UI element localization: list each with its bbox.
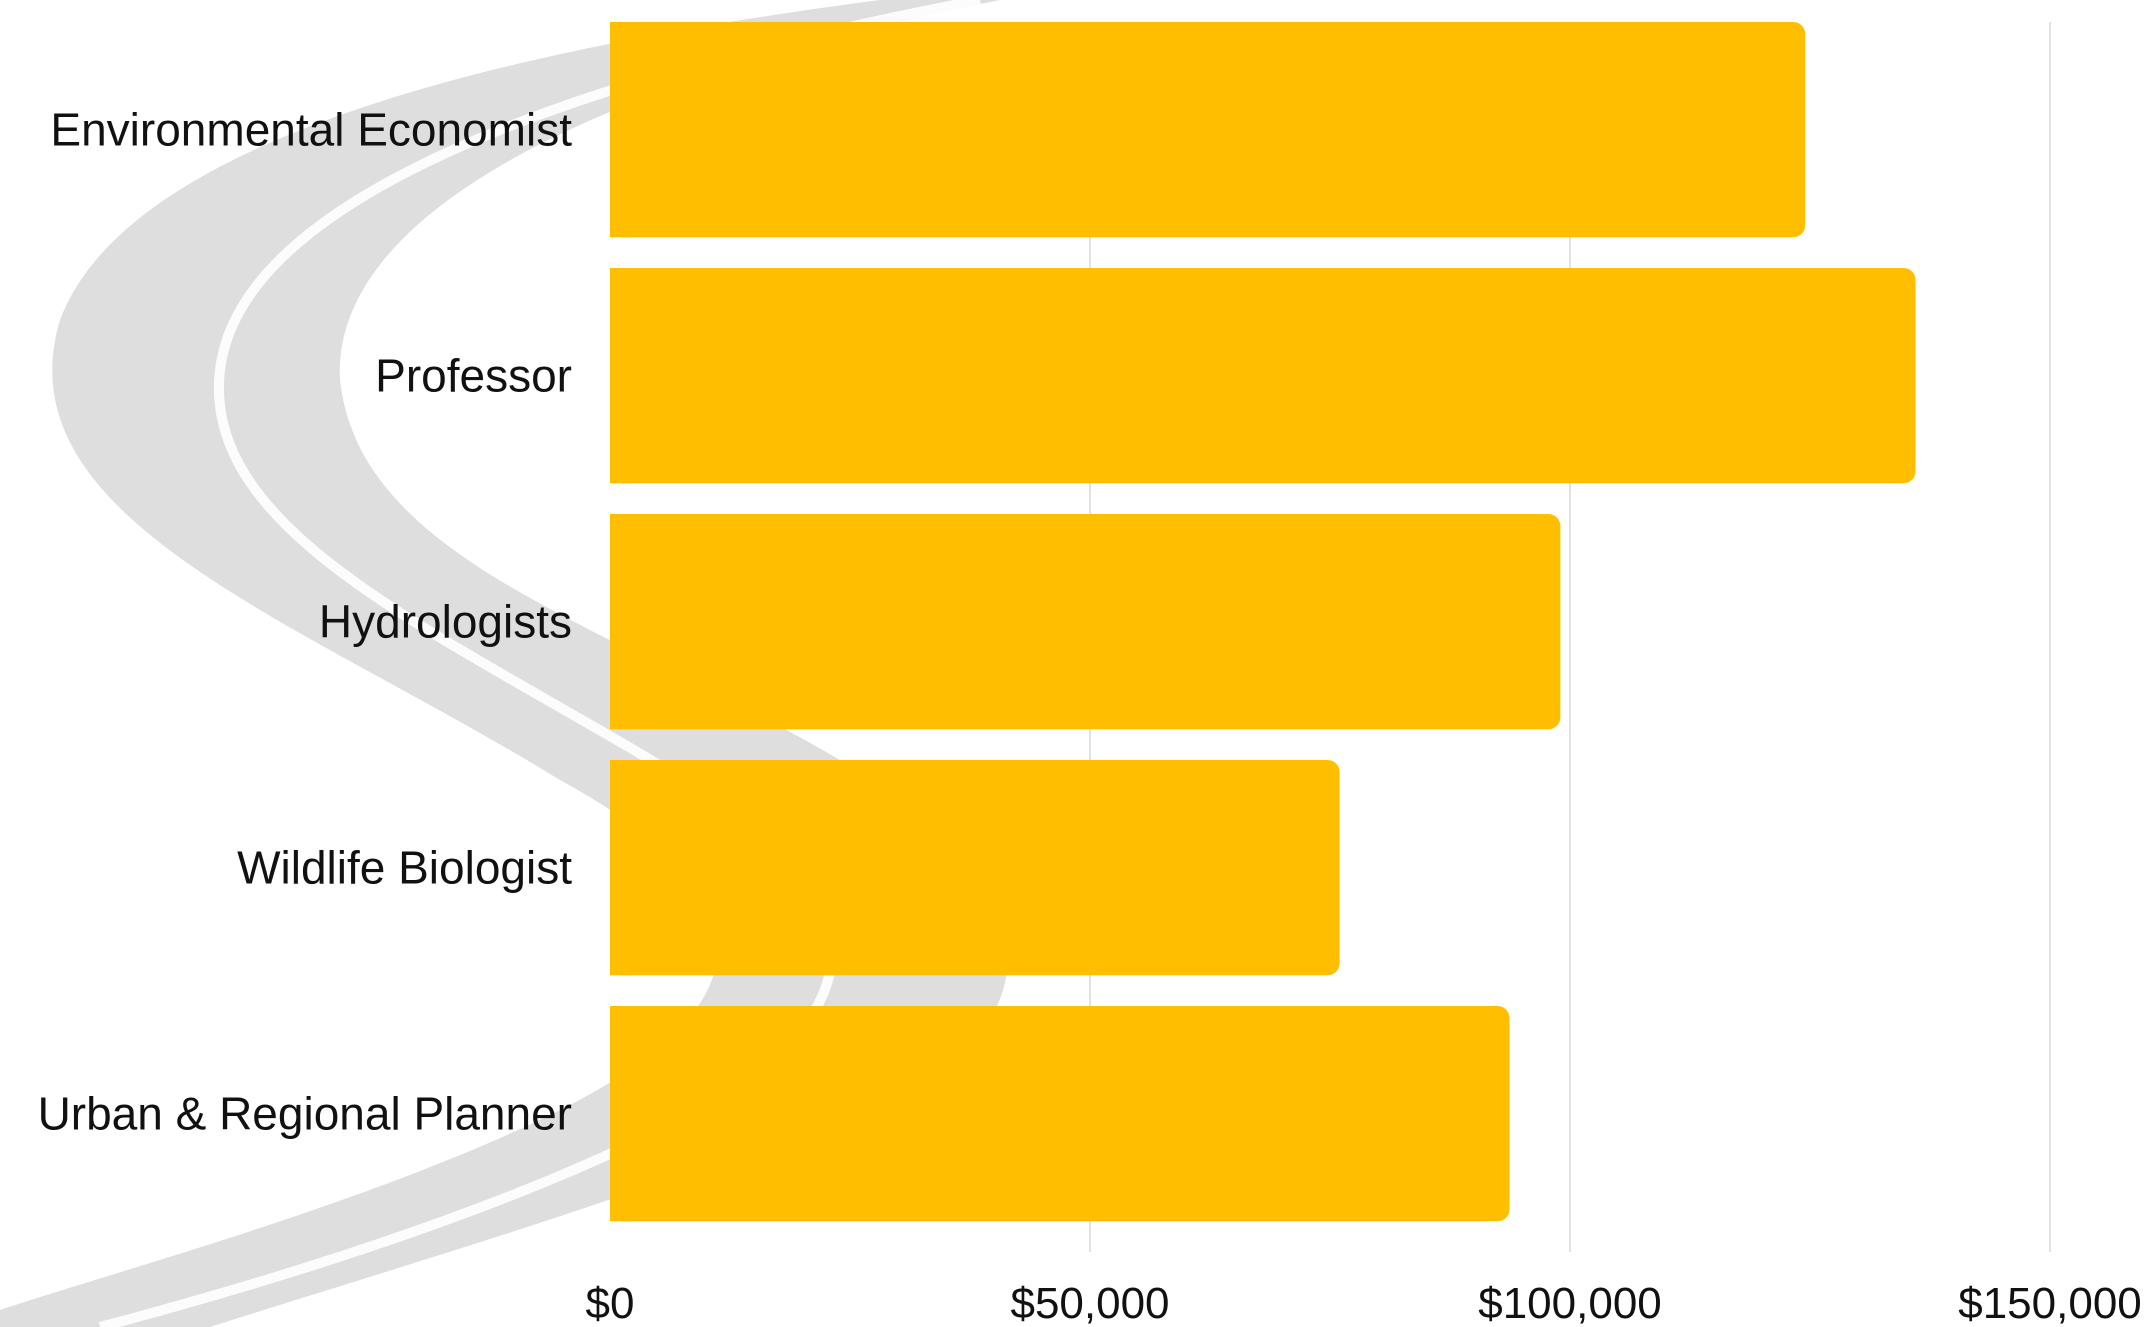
- road-watermark-surface: [0, 0, 1008, 1327]
- category-label: Hydrologists: [319, 596, 572, 648]
- road-watermark: [0, 0, 1008, 1327]
- bar: [610, 1006, 1510, 1222]
- bar-left-edge: [610, 22, 630, 238]
- bar: [610, 760, 1340, 976]
- category-labels: Environmental Economist Professor Hydrolog…: [38, 104, 573, 1140]
- bar-left-edge: [610, 514, 630, 730]
- bar: [610, 268, 1916, 484]
- bar: [610, 22, 1806, 238]
- category-label: Environmental Economist: [50, 104, 572, 156]
- x-axis-tick-labels: $0 $50,000 $100,000 $150,000: [586, 1279, 2142, 1327]
- x-tick-label: $50,000: [1010, 1279, 1169, 1327]
- bar-left-edge: [610, 268, 630, 484]
- category-label: Urban & Regional Planner: [38, 1088, 572, 1140]
- road-watermark-lane-line: [98, 0, 981, 1327]
- x-tick-label: $0: [586, 1279, 635, 1327]
- category-label: Wildlife Biologist: [237, 842, 572, 894]
- x-tick-label: $150,000: [1958, 1279, 2142, 1327]
- category-label: Professor: [375, 350, 572, 402]
- bar: [610, 514, 1561, 730]
- x-tick-label: $100,000: [1478, 1279, 1662, 1327]
- bar-left-edge: [610, 1006, 630, 1222]
- bars: [610, 22, 1916, 1222]
- bar-left-edge: [610, 760, 630, 976]
